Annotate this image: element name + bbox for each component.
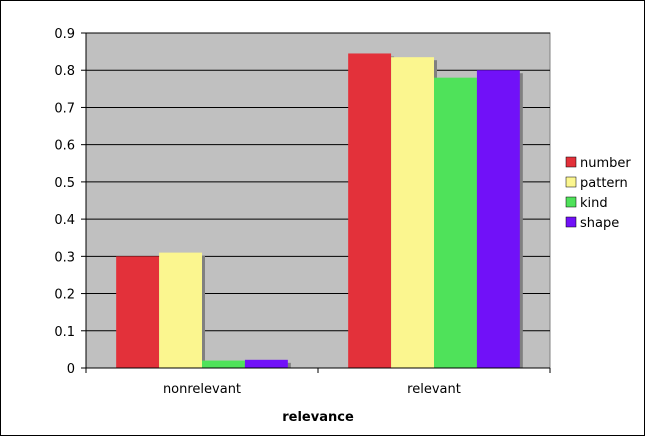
bars bbox=[116, 53, 523, 369]
y-tick-label: 0.6 bbox=[54, 139, 75, 154]
y-tick-label: 0.4 bbox=[54, 213, 75, 228]
bar-number-nonrelevant bbox=[116, 256, 160, 368]
y-tick-label: 0.2 bbox=[54, 288, 75, 303]
y-tick-label: 0.8 bbox=[54, 64, 75, 79]
bar-kind-relevant bbox=[434, 77, 477, 369]
bar-number-relevant bbox=[348, 53, 392, 368]
bar-shape-nonrelevant bbox=[244, 359, 288, 368]
x-tick-label-nonrelevant: nonrelevant bbox=[163, 382, 241, 397]
legend-label-pattern: pattern bbox=[580, 176, 628, 191]
y-tick-label: 0.3 bbox=[54, 250, 75, 265]
axes bbox=[81, 32, 551, 373]
legend-swatch-kind bbox=[565, 196, 577, 208]
x-tick-labels: nonrelevant relevant bbox=[163, 382, 461, 397]
y-tick-label: 0.7 bbox=[54, 101, 75, 116]
y-tick-label: 0 bbox=[67, 362, 75, 377]
bar-kind-nonrelevant bbox=[202, 360, 245, 368]
legend-label-shape: shape bbox=[580, 216, 619, 231]
bar-pattern-nonrelevant bbox=[159, 252, 202, 368]
legend-label-kind: kind bbox=[580, 196, 608, 211]
legend-swatch-shape bbox=[565, 216, 577, 228]
bar-pattern-relevant bbox=[391, 57, 434, 368]
y-tick-label: 0.1 bbox=[54, 325, 75, 340]
y-tick-label: 0.5 bbox=[54, 176, 75, 191]
bar-shape-relevant bbox=[476, 70, 520, 368]
x-tick-label-relevant: relevant bbox=[407, 382, 461, 397]
legend-swatch-number bbox=[565, 156, 577, 168]
y-tick-labels: 0 0.1 0.2 0.3 0.4 0.5 0.6 0.7 0.8 0.9 bbox=[54, 27, 75, 377]
y-tick-label: 0.9 bbox=[54, 27, 75, 42]
legend-label-number: number bbox=[580, 156, 631, 171]
x-axis-title: relevance bbox=[282, 410, 354, 425]
legend: number pattern kind shape bbox=[565, 156, 631, 231]
legend-swatch-pattern bbox=[565, 176, 577, 188]
